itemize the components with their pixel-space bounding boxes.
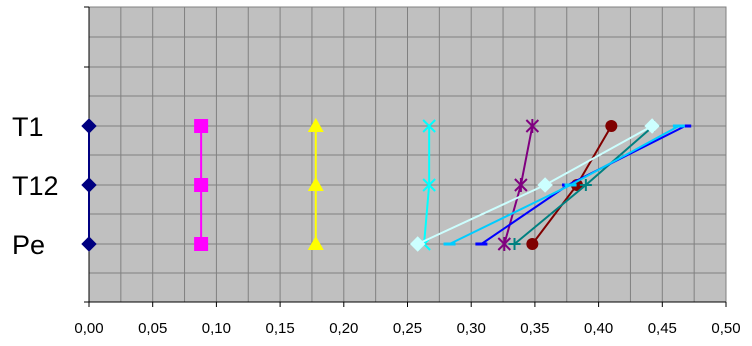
- data-point: [194, 178, 209, 192]
- data-point: [307, 236, 324, 250]
- x-tick-label: 0,25: [393, 320, 422, 337]
- data-point: [514, 178, 528, 192]
- data-point: [422, 178, 436, 192]
- diamond-marker: [537, 177, 553, 193]
- category-label: T12: [12, 171, 59, 201]
- data-point: [307, 118, 324, 132]
- x-marker-stroke: [422, 178, 436, 192]
- data-point: [194, 237, 209, 251]
- diamond-marker: [409, 236, 426, 252]
- labels: 0,00 0,05 0,10 0,15 0,20 0,25 0,30 0,35 0,40 0,45…: [12, 112, 741, 337]
- square-marker: [194, 119, 209, 133]
- x-marker-stroke: [422, 119, 436, 133]
- diamond-marker: [644, 118, 660, 134]
- x-tick-label: 0,40: [584, 320, 613, 337]
- circle-marker: [605, 120, 618, 132]
- data-point: [579, 179, 592, 191]
- series: [194, 119, 209, 251]
- x-tick-label: 0,50: [711, 320, 740, 337]
- data-point: [194, 119, 209, 133]
- square-marker: [194, 237, 209, 251]
- data-point: [307, 177, 324, 191]
- x-tick-label: 0,20: [329, 320, 358, 337]
- series: [443, 124, 685, 246]
- diamond-marker: [81, 177, 97, 193]
- x-tick-label: 0,45: [648, 320, 677, 337]
- diamond-marker: [81, 236, 97, 252]
- data-point: [81, 236, 97, 252]
- series: [409, 118, 660, 252]
- square-marker: [194, 178, 209, 192]
- circle-marker: [526, 238, 539, 250]
- data-point: [605, 120, 618, 132]
- x-tick-label: 0,10: [202, 320, 231, 337]
- data-point: [409, 236, 426, 252]
- series: [81, 118, 97, 252]
- data-point: [525, 119, 540, 133]
- data-point: [81, 177, 97, 193]
- triangle-marker: [307, 118, 324, 132]
- series: [307, 118, 324, 250]
- x-tick-label: 0,15: [265, 320, 294, 337]
- x-tick-label: 0,05: [138, 320, 167, 337]
- data-point: [81, 118, 97, 134]
- x-tick-label: 0,00: [74, 320, 103, 337]
- category-label: T1: [12, 112, 44, 142]
- triangle-marker: [307, 177, 324, 191]
- category-label: Pe: [12, 230, 45, 260]
- x-tick-label: 0,30: [457, 320, 486, 337]
- data-point: [508, 238, 521, 250]
- diamond-marker: [81, 118, 97, 134]
- data-point: [526, 238, 539, 250]
- x-tick-label: 0,35: [520, 320, 549, 337]
- triangle-marker: [307, 236, 324, 250]
- data-point: [422, 119, 436, 133]
- data-point: [537, 177, 553, 193]
- data-point: [644, 118, 660, 134]
- series-group: [81, 118, 692, 252]
- data-point: [497, 237, 512, 251]
